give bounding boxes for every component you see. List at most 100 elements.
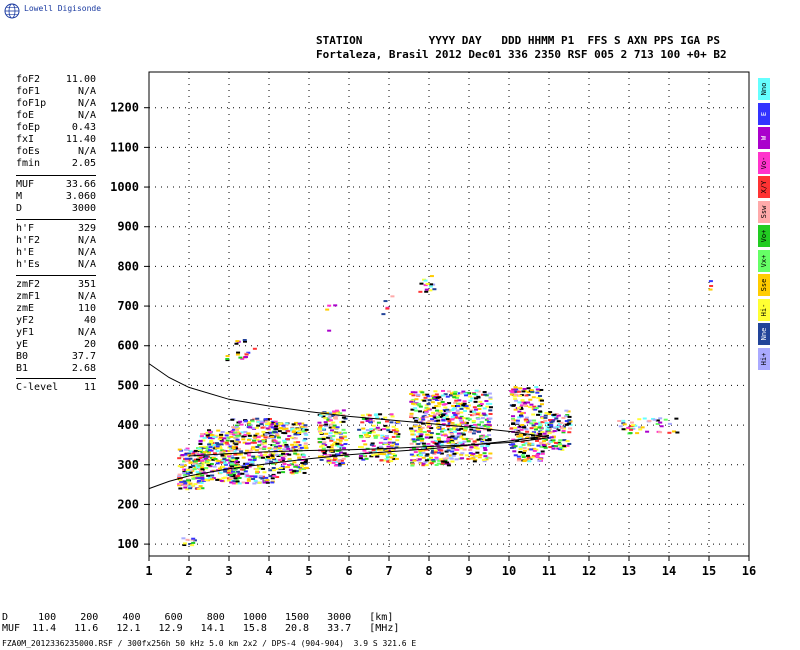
echo-point (324, 423, 329, 426)
echo-point (409, 448, 414, 451)
echo-point (278, 427, 283, 430)
echo-point (270, 462, 275, 465)
echo-point (296, 428, 301, 431)
echo-point (209, 440, 214, 443)
echo-point (330, 459, 335, 462)
echo-point (516, 406, 521, 409)
echo-point (474, 454, 479, 457)
echo-point (327, 454, 332, 457)
echo-point (251, 455, 256, 458)
echo-point (414, 398, 419, 401)
echo-point (389, 456, 394, 459)
echo-point (424, 436, 429, 439)
echo-point (294, 421, 299, 424)
echo-point (523, 458, 528, 461)
echo-point (467, 431, 472, 434)
echo-point (229, 462, 234, 465)
echo-point (376, 428, 381, 431)
echo-point (274, 459, 279, 462)
echo-point (429, 275, 434, 278)
y-tick-label: 600 (117, 339, 139, 353)
echo-point (444, 457, 449, 460)
echo-point (425, 393, 430, 396)
echo-point (368, 451, 373, 454)
echo-point (237, 453, 242, 456)
echo-point (438, 424, 443, 427)
globe-icon (4, 3, 20, 23)
echo-point (282, 428, 287, 431)
echo-point (200, 466, 205, 469)
echo-point (202, 436, 207, 439)
echo-point (250, 441, 255, 444)
echo-point (426, 458, 431, 461)
echo-point (440, 427, 445, 430)
echo-point (628, 432, 633, 435)
echo-point (359, 436, 364, 439)
echo-point (217, 445, 222, 448)
echo-point (241, 438, 246, 441)
echo-point (536, 396, 541, 399)
echo-point (243, 430, 248, 433)
echo-point (530, 390, 535, 393)
echo-point (436, 405, 441, 408)
echo-point (318, 414, 323, 417)
echo-point (658, 421, 663, 424)
y-tick-label: 400 (117, 418, 139, 432)
echo-point (253, 475, 258, 478)
echo-point (286, 430, 291, 433)
echo-point (251, 448, 256, 451)
echo-point (528, 419, 533, 422)
x-tick-label: 3 (225, 564, 232, 578)
echo-point (182, 544, 187, 547)
echo-point (254, 426, 259, 429)
echo-point (424, 448, 429, 451)
echo-point (193, 466, 198, 469)
echo-point (262, 453, 267, 456)
echo-point (227, 469, 232, 472)
echo-point (196, 459, 201, 462)
echo-point (236, 351, 241, 354)
echo-point (394, 446, 399, 449)
legend-item: E (758, 102, 770, 125)
x-tick-label: 7 (385, 564, 392, 578)
echo-point (225, 439, 230, 442)
echo-point (225, 443, 230, 446)
echo-point (271, 452, 276, 455)
echo-point (459, 427, 464, 430)
echo-point (294, 443, 299, 446)
echo-point (535, 454, 540, 457)
echo-point (409, 442, 414, 445)
legend-item: W (758, 127, 770, 149)
echo-point (335, 410, 340, 413)
echo-point (248, 463, 253, 466)
echo-point (184, 460, 189, 463)
echo-point (526, 435, 531, 438)
echo-point (280, 460, 285, 463)
echo-point (183, 453, 188, 456)
echo-point (466, 404, 471, 407)
echo-point (235, 453, 240, 456)
echo-point (415, 438, 420, 441)
echo-point (229, 449, 234, 452)
echo-point (452, 452, 457, 455)
echo-point (239, 468, 244, 471)
echo-point (540, 417, 545, 420)
echo-point (514, 428, 519, 431)
echo-point (235, 470, 240, 473)
echo-point (549, 425, 554, 428)
echo-point (178, 479, 183, 482)
echo-point (413, 451, 418, 454)
echo-point (221, 477, 226, 480)
echo-point (217, 478, 222, 481)
echo-point (197, 487, 202, 490)
echo-point (318, 441, 323, 444)
echo-point (324, 425, 329, 428)
echo-point (540, 431, 545, 434)
echo-point (469, 446, 474, 449)
echo-point (285, 466, 290, 469)
echo-point (481, 412, 486, 415)
echo-point (185, 469, 190, 472)
echo-point (328, 432, 333, 435)
echo-point (302, 462, 307, 465)
echo-point (552, 430, 557, 433)
